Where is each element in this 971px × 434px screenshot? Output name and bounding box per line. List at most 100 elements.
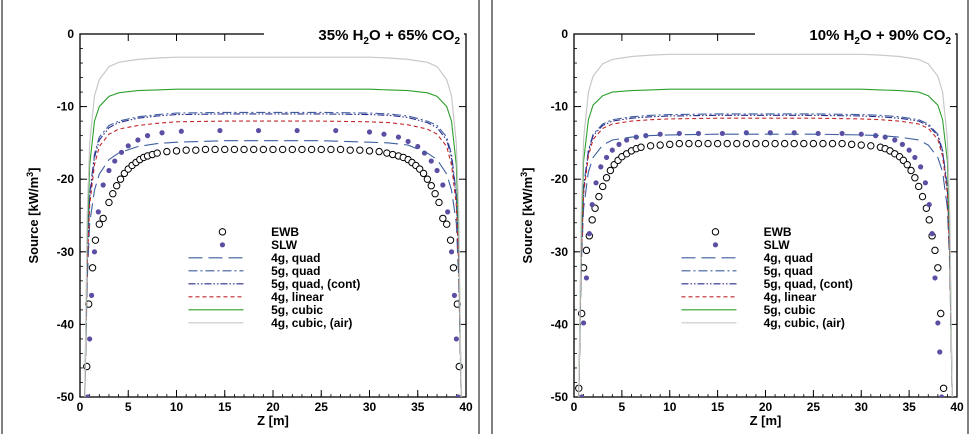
- x-tick-label: 10: [170, 400, 184, 414]
- series-line-6: [578, 88, 953, 397]
- slw-point: [95, 209, 101, 215]
- ewb-point: [742, 139, 751, 148]
- slw-point: [609, 147, 615, 153]
- ewb-point: [427, 182, 435, 190]
- slw-point: [598, 164, 604, 170]
- ewb-point: [443, 220, 451, 228]
- ewb-point: [602, 174, 611, 182]
- series-line-6: [84, 88, 462, 397]
- legend-label: 4g, cubic, (air): [271, 316, 352, 330]
- slw-point: [125, 143, 131, 149]
- legend-label: 5g, quad: [764, 264, 813, 278]
- ewb-point: [356, 146, 364, 154]
- ewb-point: [423, 175, 432, 183]
- legend-label: 5g, cubic: [271, 303, 323, 317]
- chart-panel-2: 0 5 10 15 20 25 30 35 40 0 -10 -20 -30 -40 -50 Z [m] Sou…: [491, 0, 969, 434]
- ewb-point: [112, 182, 121, 190]
- x-tick-label: 25: [807, 400, 821, 414]
- slw-point: [333, 127, 339, 134]
- slw-point: [922, 180, 929, 186]
- slw-point: [882, 134, 888, 140]
- ewb-point: [867, 142, 875, 150]
- x-tick-label: 15: [218, 400, 232, 414]
- slw-point: [144, 133, 151, 139]
- ewb-point: [327, 145, 335, 154]
- legend-marker-slw: [712, 242, 719, 248]
- ewb-point: [446, 236, 455, 244]
- legend-label: 4g, linear: [271, 290, 324, 304]
- slw-point: [892, 137, 898, 143]
- x-tick-label: 0: [77, 400, 84, 414]
- ewb-point: [99, 214, 107, 223]
- ewb-point: [192, 146, 200, 154]
- slw-point: [580, 320, 587, 326]
- slw-point: [112, 158, 118, 164]
- slw-point: [106, 167, 112, 174]
- slw-point: [255, 127, 262, 134]
- ewb-point: [419, 169, 428, 178]
- y-tick-label: -40: [57, 317, 75, 331]
- ewb-point: [88, 264, 97, 272]
- slw-point: [178, 128, 184, 134]
- x-tick-label: 30: [855, 400, 869, 414]
- legend-label: 5g, quad: [271, 264, 320, 278]
- legend-label: SLW: [764, 238, 791, 252]
- ewb-point: [675, 139, 684, 148]
- slw-point: [428, 158, 434, 164]
- legend-marker-ewb: [218, 228, 227, 236]
- slw-point: [815, 130, 821, 137]
- ewb-point: [588, 216, 596, 224]
- slw-point: [583, 275, 590, 281]
- ewb-point: [182, 146, 190, 154]
- ewb-point: [857, 141, 865, 149]
- ewb-point: [656, 141, 664, 149]
- chart-title: 35% H2O + 65% CO2: [318, 27, 460, 47]
- chart-title: 10% H2O + 90% CO2: [809, 27, 951, 47]
- ewb-point: [269, 145, 277, 154]
- data-layer: [83, 56, 463, 397]
- slw-point: [405, 138, 411, 145]
- ewb-point: [828, 139, 837, 148]
- ewb-point: [847, 140, 856, 149]
- slw-point: [451, 292, 458, 298]
- series-line-5: [84, 120, 462, 397]
- series-line-3: [84, 111, 462, 397]
- ewb-point: [637, 143, 645, 151]
- slw-point: [657, 131, 663, 137]
- ewb-point: [250, 145, 258, 154]
- y-tick-label: -50: [57, 390, 75, 404]
- ewb-point: [95, 220, 104, 228]
- ewb-point: [288, 145, 296, 154]
- ewb-point: [83, 362, 91, 371]
- ewb-point: [599, 182, 607, 191]
- slw-point: [593, 180, 599, 186]
- y-tick-label: -40: [551, 317, 569, 331]
- slw-point: [455, 394, 461, 397]
- ewb-point: [582, 246, 591, 255]
- y-tick-label: 0: [67, 27, 74, 41]
- x-tick-label: 40: [459, 400, 473, 414]
- legend-label: SLW: [271, 238, 298, 252]
- slw-point: [85, 394, 91, 397]
- ewb-point: [646, 142, 655, 150]
- series-line-7: [578, 53, 953, 397]
- series-line-5: [578, 117, 953, 397]
- plot-area: [573, 33, 958, 398]
- legend-label: EWB: [271, 225, 299, 239]
- ewb-point: [752, 139, 760, 148]
- slw-point: [586, 231, 592, 237]
- slw-point: [434, 167, 440, 174]
- ewb-point: [230, 145, 239, 154]
- y-tick-label: -30: [551, 245, 569, 259]
- legend-label: 4g, quad: [271, 251, 320, 265]
- slw-point: [366, 129, 373, 135]
- ewb-point: [91, 236, 100, 244]
- slw-point: [395, 134, 402, 140]
- series-line-2: [578, 133, 953, 397]
- ewb-point: [595, 192, 603, 201]
- ewb-point: [346, 146, 354, 154]
- slw-point: [445, 209, 451, 215]
- x-tick-label: 0: [571, 400, 578, 414]
- ewb-point: [694, 139, 703, 148]
- ewb-point: [666, 140, 674, 149]
